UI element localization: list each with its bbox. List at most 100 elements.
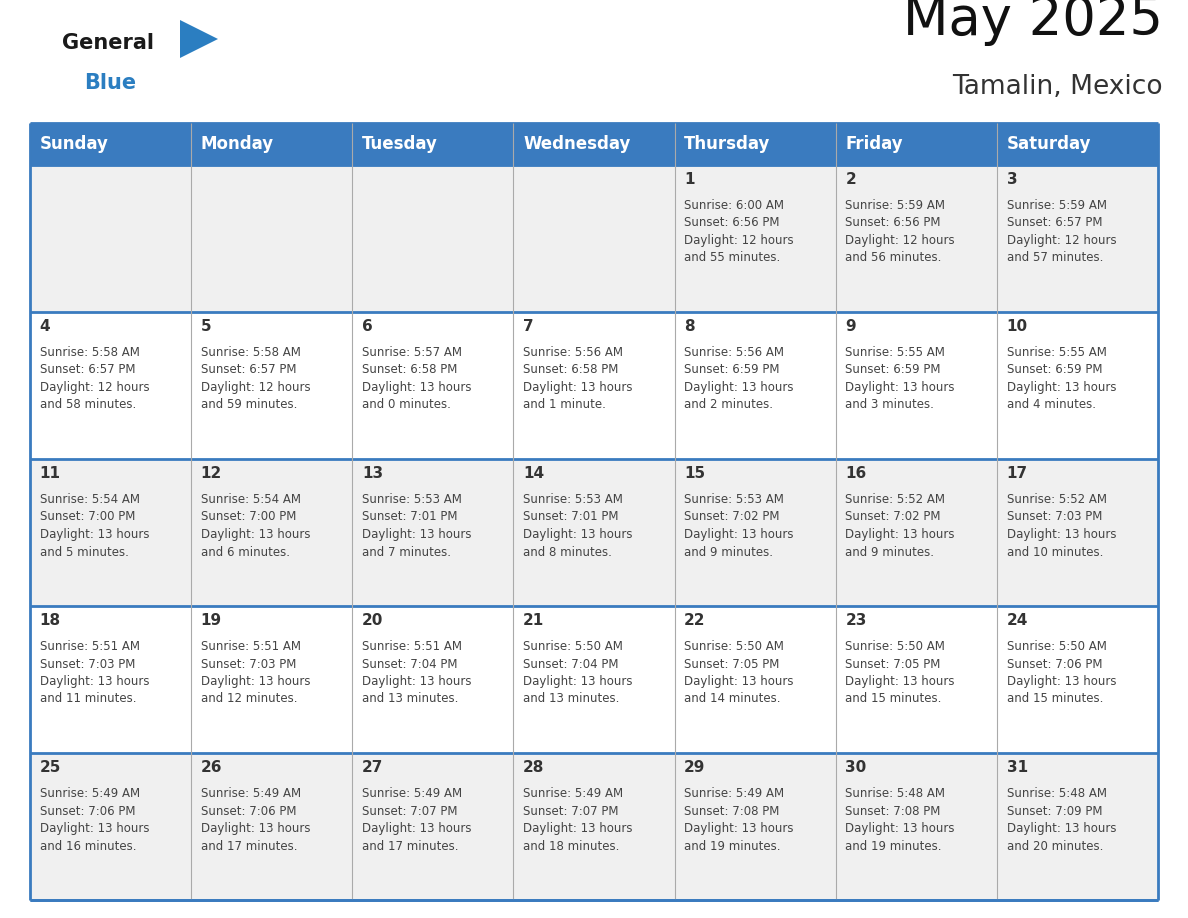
Text: Sunrise: 5:56 AM: Sunrise: 5:56 AM	[523, 346, 623, 359]
Text: Daylight: 13 hours: Daylight: 13 hours	[39, 822, 150, 835]
Text: Daylight: 13 hours: Daylight: 13 hours	[362, 528, 472, 541]
Text: Sunrise: 5:51 AM: Sunrise: 5:51 AM	[39, 640, 140, 653]
Text: Sunset: 7:09 PM: Sunset: 7:09 PM	[1006, 804, 1102, 818]
Text: Daylight: 13 hours: Daylight: 13 hours	[846, 822, 955, 835]
Text: and 20 minutes.: and 20 minutes.	[1006, 839, 1102, 853]
Text: Daylight: 13 hours: Daylight: 13 hours	[201, 528, 310, 541]
Text: Sunset: 7:06 PM: Sunset: 7:06 PM	[1006, 657, 1102, 670]
Text: 7: 7	[523, 319, 533, 334]
Text: and 1 minute.: and 1 minute.	[523, 398, 606, 411]
Bar	[191, 753, 353, 900]
Text: and 11 minutes.: and 11 minutes.	[39, 692, 137, 706]
Bar	[997, 123, 1158, 165]
Bar	[675, 606, 835, 753]
Text: Sunset: 6:56 PM: Sunset: 6:56 PM	[846, 217, 941, 230]
Text: Sunrise: 5:51 AM: Sunrise: 5:51 AM	[362, 640, 462, 653]
Text: 1: 1	[684, 172, 695, 187]
Text: Daylight: 13 hours: Daylight: 13 hours	[39, 528, 150, 541]
Text: Daylight: 12 hours: Daylight: 12 hours	[39, 381, 150, 394]
Bar	[353, 123, 513, 165]
Bar	[513, 312, 675, 459]
Text: Sunset: 6:57 PM: Sunset: 6:57 PM	[39, 364, 135, 376]
Text: and 56 minutes.: and 56 minutes.	[846, 252, 942, 264]
Text: Sunset: 7:08 PM: Sunset: 7:08 PM	[684, 804, 779, 818]
Text: Sunset: 7:02 PM: Sunset: 7:02 PM	[846, 510, 941, 523]
Text: 26: 26	[201, 760, 222, 775]
Bar	[513, 459, 675, 606]
Text: 17: 17	[1006, 466, 1028, 481]
Text: Sunrise: 5:48 AM: Sunrise: 5:48 AM	[846, 787, 946, 800]
Text: and 2 minutes.: and 2 minutes.	[684, 398, 773, 411]
Bar	[835, 312, 997, 459]
Bar	[675, 312, 835, 459]
Text: Sunrise: 5:50 AM: Sunrise: 5:50 AM	[1006, 640, 1106, 653]
Bar	[353, 606, 513, 753]
Text: 14: 14	[523, 466, 544, 481]
Text: 28: 28	[523, 760, 544, 775]
Text: Sunrise: 5:54 AM: Sunrise: 5:54 AM	[201, 493, 301, 506]
Text: 23: 23	[846, 613, 867, 628]
Text: Sunset: 7:04 PM: Sunset: 7:04 PM	[362, 657, 457, 670]
Bar	[30, 165, 191, 312]
Text: 30: 30	[846, 760, 866, 775]
Text: Daylight: 13 hours: Daylight: 13 hours	[362, 822, 472, 835]
Text: Tamalin, Mexico: Tamalin, Mexico	[953, 74, 1163, 100]
Text: Sunrise: 5:50 AM: Sunrise: 5:50 AM	[846, 640, 946, 653]
Text: 3: 3	[1006, 172, 1017, 187]
Text: 19: 19	[201, 613, 222, 628]
Bar	[353, 312, 513, 459]
Text: Sunrise: 5:53 AM: Sunrise: 5:53 AM	[684, 493, 784, 506]
Text: Sunset: 7:03 PM: Sunset: 7:03 PM	[201, 657, 296, 670]
Text: Daylight: 13 hours: Daylight: 13 hours	[523, 822, 632, 835]
Bar	[191, 312, 353, 459]
Text: 4: 4	[39, 319, 50, 334]
Text: Sunrise: 5:51 AM: Sunrise: 5:51 AM	[201, 640, 301, 653]
Text: Sunset: 6:59 PM: Sunset: 6:59 PM	[684, 364, 779, 376]
Text: Sunrise: 6:00 AM: Sunrise: 6:00 AM	[684, 199, 784, 212]
Text: 20: 20	[362, 613, 384, 628]
Text: 5: 5	[201, 319, 211, 334]
Text: Daylight: 12 hours: Daylight: 12 hours	[846, 234, 955, 247]
Text: Sunrise: 5:57 AM: Sunrise: 5:57 AM	[362, 346, 462, 359]
Text: 6: 6	[362, 319, 373, 334]
Text: 2: 2	[846, 172, 857, 187]
Text: Sunrise: 5:52 AM: Sunrise: 5:52 AM	[846, 493, 946, 506]
Text: Daylight: 13 hours: Daylight: 13 hours	[523, 528, 632, 541]
Text: General: General	[62, 33, 154, 53]
Bar	[191, 165, 353, 312]
Text: 10: 10	[1006, 319, 1028, 334]
Text: 16: 16	[846, 466, 866, 481]
Text: Sunset: 6:57 PM: Sunset: 6:57 PM	[1006, 217, 1102, 230]
Text: Sunrise: 5:49 AM: Sunrise: 5:49 AM	[201, 787, 301, 800]
Text: Sunset: 7:05 PM: Sunset: 7:05 PM	[684, 657, 779, 670]
Bar	[353, 165, 513, 312]
Text: Sunrise: 5:59 AM: Sunrise: 5:59 AM	[846, 199, 946, 212]
Text: Sunrise: 5:48 AM: Sunrise: 5:48 AM	[1006, 787, 1106, 800]
Bar	[353, 459, 513, 606]
Text: 31: 31	[1006, 760, 1028, 775]
Text: Daylight: 13 hours: Daylight: 13 hours	[523, 675, 632, 688]
Text: Sunrise: 5:52 AM: Sunrise: 5:52 AM	[1006, 493, 1106, 506]
Text: and 7 minutes.: and 7 minutes.	[362, 545, 451, 558]
Text: May 2025: May 2025	[903, 0, 1163, 46]
Text: Sunrise: 5:58 AM: Sunrise: 5:58 AM	[201, 346, 301, 359]
Text: Daylight: 13 hours: Daylight: 13 hours	[1006, 381, 1116, 394]
Text: Daylight: 13 hours: Daylight: 13 hours	[362, 381, 472, 394]
Text: Sunrise: 5:50 AM: Sunrise: 5:50 AM	[684, 640, 784, 653]
Bar	[835, 123, 997, 165]
Bar	[30, 753, 191, 900]
Text: Daylight: 13 hours: Daylight: 13 hours	[684, 381, 794, 394]
Text: Sunrise: 5:58 AM: Sunrise: 5:58 AM	[39, 346, 139, 359]
Text: 22: 22	[684, 613, 706, 628]
Bar	[997, 606, 1158, 753]
Text: Sunset: 7:01 PM: Sunset: 7:01 PM	[362, 510, 457, 523]
Text: Sunday: Sunday	[39, 135, 108, 153]
Bar	[191, 123, 353, 165]
Text: Sunset: 7:06 PM: Sunset: 7:06 PM	[39, 804, 135, 818]
Text: Daylight: 12 hours: Daylight: 12 hours	[684, 234, 794, 247]
Text: Daylight: 12 hours: Daylight: 12 hours	[201, 381, 310, 394]
Text: Sunset: 7:05 PM: Sunset: 7:05 PM	[846, 657, 941, 670]
Text: 9: 9	[846, 319, 857, 334]
Text: Sunset: 6:57 PM: Sunset: 6:57 PM	[201, 364, 296, 376]
Text: Sunset: 6:58 PM: Sunset: 6:58 PM	[523, 364, 619, 376]
